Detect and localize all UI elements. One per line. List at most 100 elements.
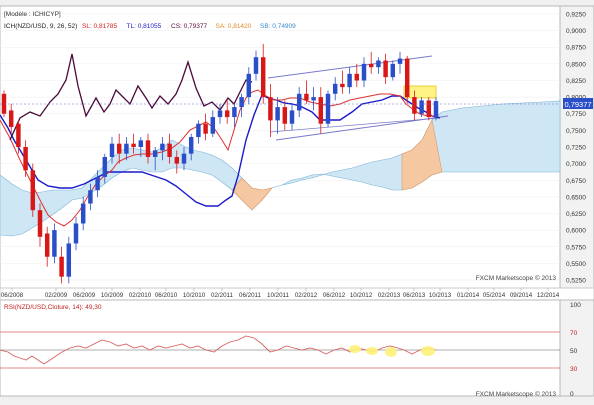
date-tick-label: 09/2014 (510, 292, 533, 299)
bearish-candle (426, 100, 432, 118)
date-tick-label: 10/2009 (101, 292, 124, 299)
bullish-candle (210, 117, 216, 134)
bearish-candle (167, 143, 172, 157)
price-tick-label: 0,5750 (566, 244, 586, 251)
bearish-candle (318, 97, 324, 124)
indicator-value-1: TL: 0,81055 (127, 23, 162, 30)
price-tick-label: 0,9000 (566, 28, 586, 35)
chikou-span-line (9, 53, 253, 141)
date-axis-labels: 06/2008 02/2009 06/2009 10/2009 02/2010 06/20… (1, 288, 560, 299)
bullish-candle (124, 143, 129, 154)
kumo-cloud-bear-2013 (401, 119, 443, 191)
date-tick-label: 02/2012 (295, 292, 318, 299)
bullish-candle (181, 153, 187, 164)
bullish-candle (325, 93, 331, 124)
date-tick-label: 02/2013 (378, 292, 401, 299)
date-tick-label: 02/2011 (211, 292, 233, 299)
indicator-value-3: SA: 0,81420 (216, 23, 252, 30)
bullish-candle (138, 140, 144, 147)
bullish-candle (390, 63, 396, 78)
last-price-box (563, 98, 593, 109)
last-price-label: 0,79377 (564, 100, 591, 109)
bearish-candle (44, 233, 50, 257)
date-tick-label: 02/2010 (129, 292, 152, 299)
rsi-axis-70: 70 (570, 330, 578, 337)
bearish-candle (174, 156, 180, 164)
price-tick-label: 0,5500 (566, 261, 586, 268)
bullish-candle (433, 101, 439, 118)
date-tick-label: 06/2011 (239, 292, 261, 299)
bearish-candle (340, 83, 345, 88)
bullish-candle (152, 150, 158, 157)
price-tick-label: 0,6750 (566, 178, 586, 185)
bearish-candle (203, 123, 208, 134)
bullish-candle (419, 100, 424, 114)
date-tick-label: 06/2012 (323, 292, 346, 299)
chart-title: [Modèle : ICHICYP] (4, 11, 61, 18)
price-tick-label: 0,8500 (566, 61, 586, 68)
bullish-candle (239, 97, 244, 108)
watermark: FXCM Marketscope © 2013 (476, 274, 557, 282)
bearish-candle (30, 170, 36, 211)
bearish-candle (37, 210, 43, 237)
bullish-candle (160, 143, 165, 151)
bearish-candle (16, 123, 21, 147)
price-tick-label: 0,7250 (566, 145, 586, 152)
bullish-candle (217, 110, 223, 118)
rsi-axis (559, 299, 594, 397)
date-tick-label: 02/2009 (45, 292, 68, 299)
price-tick-label: 0,5250 (566, 278, 586, 285)
bullish-candle (188, 137, 194, 154)
bullish-candle (397, 58, 403, 64)
price-tick-label: 0,7750 (566, 111, 586, 118)
kijun-sen-line (0, 94, 441, 207)
bearish-candle (59, 256, 64, 277)
rsi-watermark: FXCM Marketscope © 2013 (476, 390, 557, 398)
rsi-highlight-2 (366, 347, 378, 355)
kumo-cloud-bear-2011 (231, 177, 273, 211)
date-tick-label: 05/2014 (483, 292, 506, 299)
rsi-highlight-4 (421, 346, 435, 356)
price-tick-label: 0,8750 (566, 45, 586, 52)
kumo-cloud-bull (0, 100, 561, 237)
tenkan-sen-line (0, 89, 436, 227)
bullish-candle (332, 83, 338, 94)
bullish-candle (246, 73, 252, 98)
bearish-candle (224, 110, 230, 118)
bearish-candle (404, 58, 410, 98)
bearish-candle (131, 143, 136, 147)
date-tick-label: 06/2009 (73, 292, 96, 299)
bearish-candle (304, 93, 309, 101)
rsi-line (0, 335, 437, 365)
bullish-candle (196, 123, 201, 138)
bullish-candle (109, 143, 115, 157)
indicator-values: SL: 0,81785 TL: 0,81055 CS: 0,79377 SA: 0,8… (82, 23, 296, 30)
bearish-candle (268, 97, 273, 121)
highlight-box (403, 85, 437, 99)
bullish-candle (253, 57, 259, 74)
bullish-candle (88, 190, 93, 204)
bullish-candle (361, 63, 367, 81)
bearish-candle (260, 57, 266, 98)
date-tick-label: 10/2010 (183, 292, 206, 299)
indicator-label: ICH(NZD/USD, 9, 26, 52) (4, 23, 77, 30)
bearish-candle (145, 140, 151, 157)
bullish-candle (347, 73, 352, 88)
bearish-candle (412, 97, 417, 114)
bearish-candle (383, 60, 388, 78)
price-tick-label: 0,6250 (566, 211, 586, 218)
bearish-candle (368, 63, 374, 68)
bullish-candle (73, 223, 79, 244)
bullish-candle (80, 203, 86, 224)
rsi-highlight-3 (385, 347, 397, 357)
rsi-plot-area[interactable] (0, 299, 561, 397)
channel-upper-line (267, 55, 433, 79)
bearish-candle (116, 143, 122, 154)
price-tick-label: 0,8250 (566, 78, 586, 85)
price-tick-label: 0,6500 (566, 194, 586, 201)
bullish-candle (95, 176, 100, 191)
rsi-axis-50: 50 (570, 348, 578, 355)
bearish-candle (354, 73, 360, 81)
date-tick-label: 10/2012 (350, 292, 373, 299)
